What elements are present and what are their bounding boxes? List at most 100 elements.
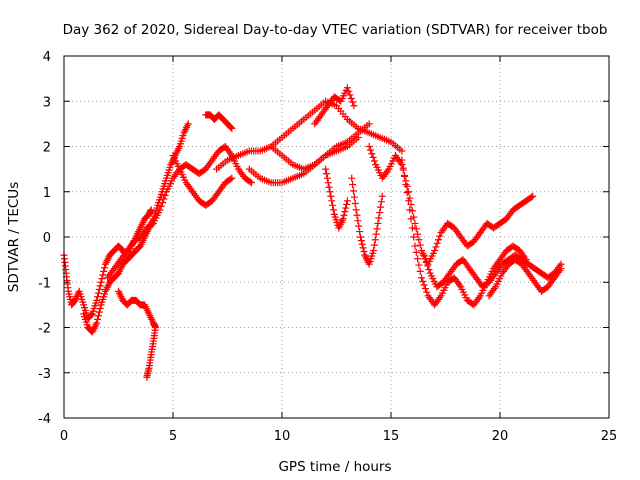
data-point	[360, 247, 368, 255]
data-point	[349, 181, 357, 189]
data-point	[184, 120, 192, 128]
data-point	[323, 174, 331, 182]
data-point	[95, 285, 103, 293]
data-point	[527, 193, 535, 201]
data-point	[422, 258, 430, 266]
data-point	[98, 275, 106, 283]
data-point	[339, 215, 347, 223]
data-point	[326, 188, 334, 196]
x-tick-label: 10	[274, 429, 291, 444]
data-point	[94, 289, 102, 297]
data-point	[93, 319, 101, 327]
axis-ticks	[63, 55, 610, 419]
data-point	[374, 219, 382, 227]
data-point	[420, 251, 428, 259]
data-point	[350, 102, 358, 110]
data-point	[147, 206, 155, 214]
x-tick-label: 25	[601, 429, 618, 444]
data-point	[423, 288, 431, 296]
data-point	[368, 150, 376, 158]
data-point	[97, 278, 105, 286]
x-tick-label: 15	[383, 429, 400, 444]
series-arc-16	[485, 256, 565, 300]
data-point	[356, 233, 364, 241]
data-point	[342, 204, 350, 212]
data-point	[416, 241, 424, 249]
data-point	[101, 264, 109, 272]
data-point	[424, 262, 432, 270]
y-tick-label: -2	[38, 322, 51, 337]
x-tick-label: 0	[60, 429, 68, 444]
y-tick-label: -3	[38, 367, 51, 382]
data-point	[156, 206, 164, 214]
data-point	[354, 217, 362, 225]
data-point	[411, 219, 419, 227]
data-point	[415, 236, 423, 244]
data-point	[418, 274, 426, 282]
data-point	[404, 188, 412, 196]
data-point	[148, 220, 156, 228]
data-point	[398, 156, 406, 164]
data-point	[355, 222, 363, 230]
data-point	[369, 153, 377, 161]
data-point	[408, 224, 416, 232]
data-point	[96, 282, 104, 290]
data-point	[399, 164, 407, 172]
data-point	[378, 192, 386, 200]
data-point	[353, 211, 361, 219]
data-point	[350, 187, 358, 195]
data-point	[401, 172, 409, 180]
data-point	[415, 261, 423, 269]
data-point	[94, 312, 102, 320]
data-point	[433, 239, 441, 247]
data-point	[359, 244, 367, 252]
data-marks	[60, 84, 565, 381]
series-arc-1	[60, 206, 155, 322]
data-point	[94, 315, 102, 323]
data-point	[341, 208, 349, 216]
data-point	[322, 165, 330, 173]
data-point	[350, 193, 358, 201]
data-point	[143, 373, 151, 381]
data-point	[94, 293, 102, 301]
chart-title: Day 362 of 2020, Sidereal Day-to-day VTE…	[63, 22, 608, 38]
y-tick-label: 2	[43, 141, 51, 156]
data-point	[416, 267, 424, 275]
y-tick-label: -4	[38, 412, 51, 427]
data-point	[407, 200, 415, 208]
y-tick-label: -1	[38, 276, 51, 291]
data-point	[329, 206, 337, 214]
data-point	[377, 198, 385, 206]
data-point	[349, 98, 357, 106]
data-point	[159, 199, 167, 207]
data-point	[435, 236, 443, 244]
data-point	[343, 200, 351, 208]
data-point	[412, 225, 420, 233]
x-tick-label: 5	[169, 429, 177, 444]
data-point	[99, 271, 107, 279]
data-point	[348, 174, 356, 182]
data-point	[407, 215, 415, 223]
data-point	[100, 267, 108, 275]
data-point	[96, 304, 104, 312]
data-point	[365, 120, 373, 128]
data-point	[410, 233, 418, 241]
data-point	[372, 230, 380, 238]
y-tick-label: 0	[43, 231, 51, 246]
data-point	[329, 201, 337, 209]
data-point	[420, 281, 428, 289]
data-point	[357, 237, 365, 245]
data-point	[403, 189, 411, 197]
data-point	[227, 175, 235, 183]
data-point	[398, 147, 406, 155]
data-point	[95, 308, 103, 316]
data-point	[346, 91, 354, 99]
tick-labels: 0 5 10 15 20 25 -4 -3 -2 -1 0 1 2 3 4	[38, 50, 617, 444]
data-point	[404, 197, 412, 205]
data-point	[322, 170, 330, 178]
series-arc-13	[365, 143, 537, 268]
data-point	[354, 133, 362, 141]
data-point	[356, 228, 364, 236]
data-point	[414, 255, 422, 263]
